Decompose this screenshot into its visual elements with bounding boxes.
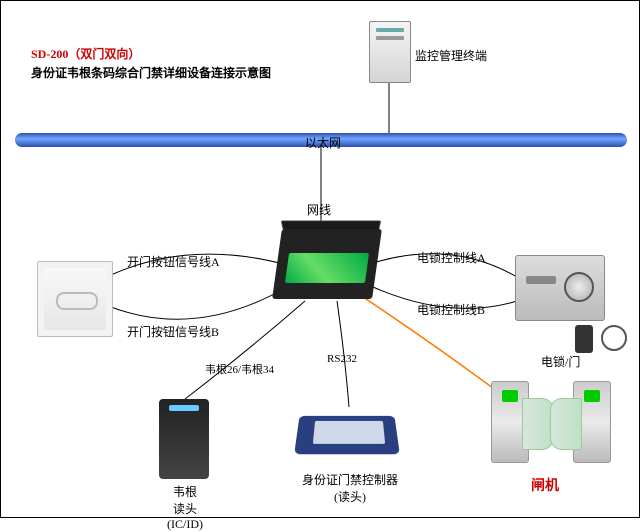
lock-line-b-label: 电锁控制线B (417, 301, 485, 318)
diagram-frame: SD-200（双门双向） 身份证韦根条码综合门禁详细设备连接示意图 监控管理终端… (0, 0, 640, 518)
server-icon (369, 21, 411, 83)
controller-icon (277, 229, 377, 299)
lock-door-label: 电锁/门 (541, 353, 580, 370)
ethernet-label: 以太网 (305, 134, 341, 151)
btn-line-a-label: 开门按钮信号线A (127, 253, 220, 270)
model-label: SD-200（双门双向） (31, 45, 271, 62)
wiegand-proto-label: 韦根26/韦根34 (205, 361, 274, 377)
lock-icon (515, 255, 605, 321)
wiegand-l3: (IC/ID) (155, 517, 215, 532)
id-reader-icon (297, 409, 397, 459)
wiegand-l2: 读头 (155, 500, 215, 517)
turnstile-label: 闸机 (531, 475, 559, 495)
id-reader-label: 身份证门禁控制器 (读头) (285, 471, 415, 505)
btn-line-b-label: 开门按钮信号线B (127, 323, 219, 340)
idreader-l2: (读头) (285, 488, 415, 505)
monitor-label: 监控管理终端 (415, 47, 487, 64)
lock-remote-icon (575, 325, 593, 353)
exit-button-icon (37, 261, 113, 337)
rs232-label: RS232 (327, 353, 357, 365)
lock-key-icon (601, 325, 627, 351)
idreader-l1: 身份证门禁控制器 (285, 471, 415, 488)
netcable-label: 网线 (307, 201, 331, 218)
title-block: SD-200（双门双向） 身份证韦根条码综合门禁详细设备连接示意图 (31, 45, 271, 81)
lock-line-a-label: 电锁控制线A (417, 249, 486, 266)
main-title: 身份证韦根条码综合门禁详细设备连接示意图 (31, 64, 271, 81)
wiegand-l1: 韦根 (155, 483, 215, 500)
turnstile-icon (491, 381, 611, 471)
wiegand-reader-icon (159, 399, 209, 479)
wiegand-reader-label: 韦根 读头 (IC/ID) (155, 483, 215, 532)
